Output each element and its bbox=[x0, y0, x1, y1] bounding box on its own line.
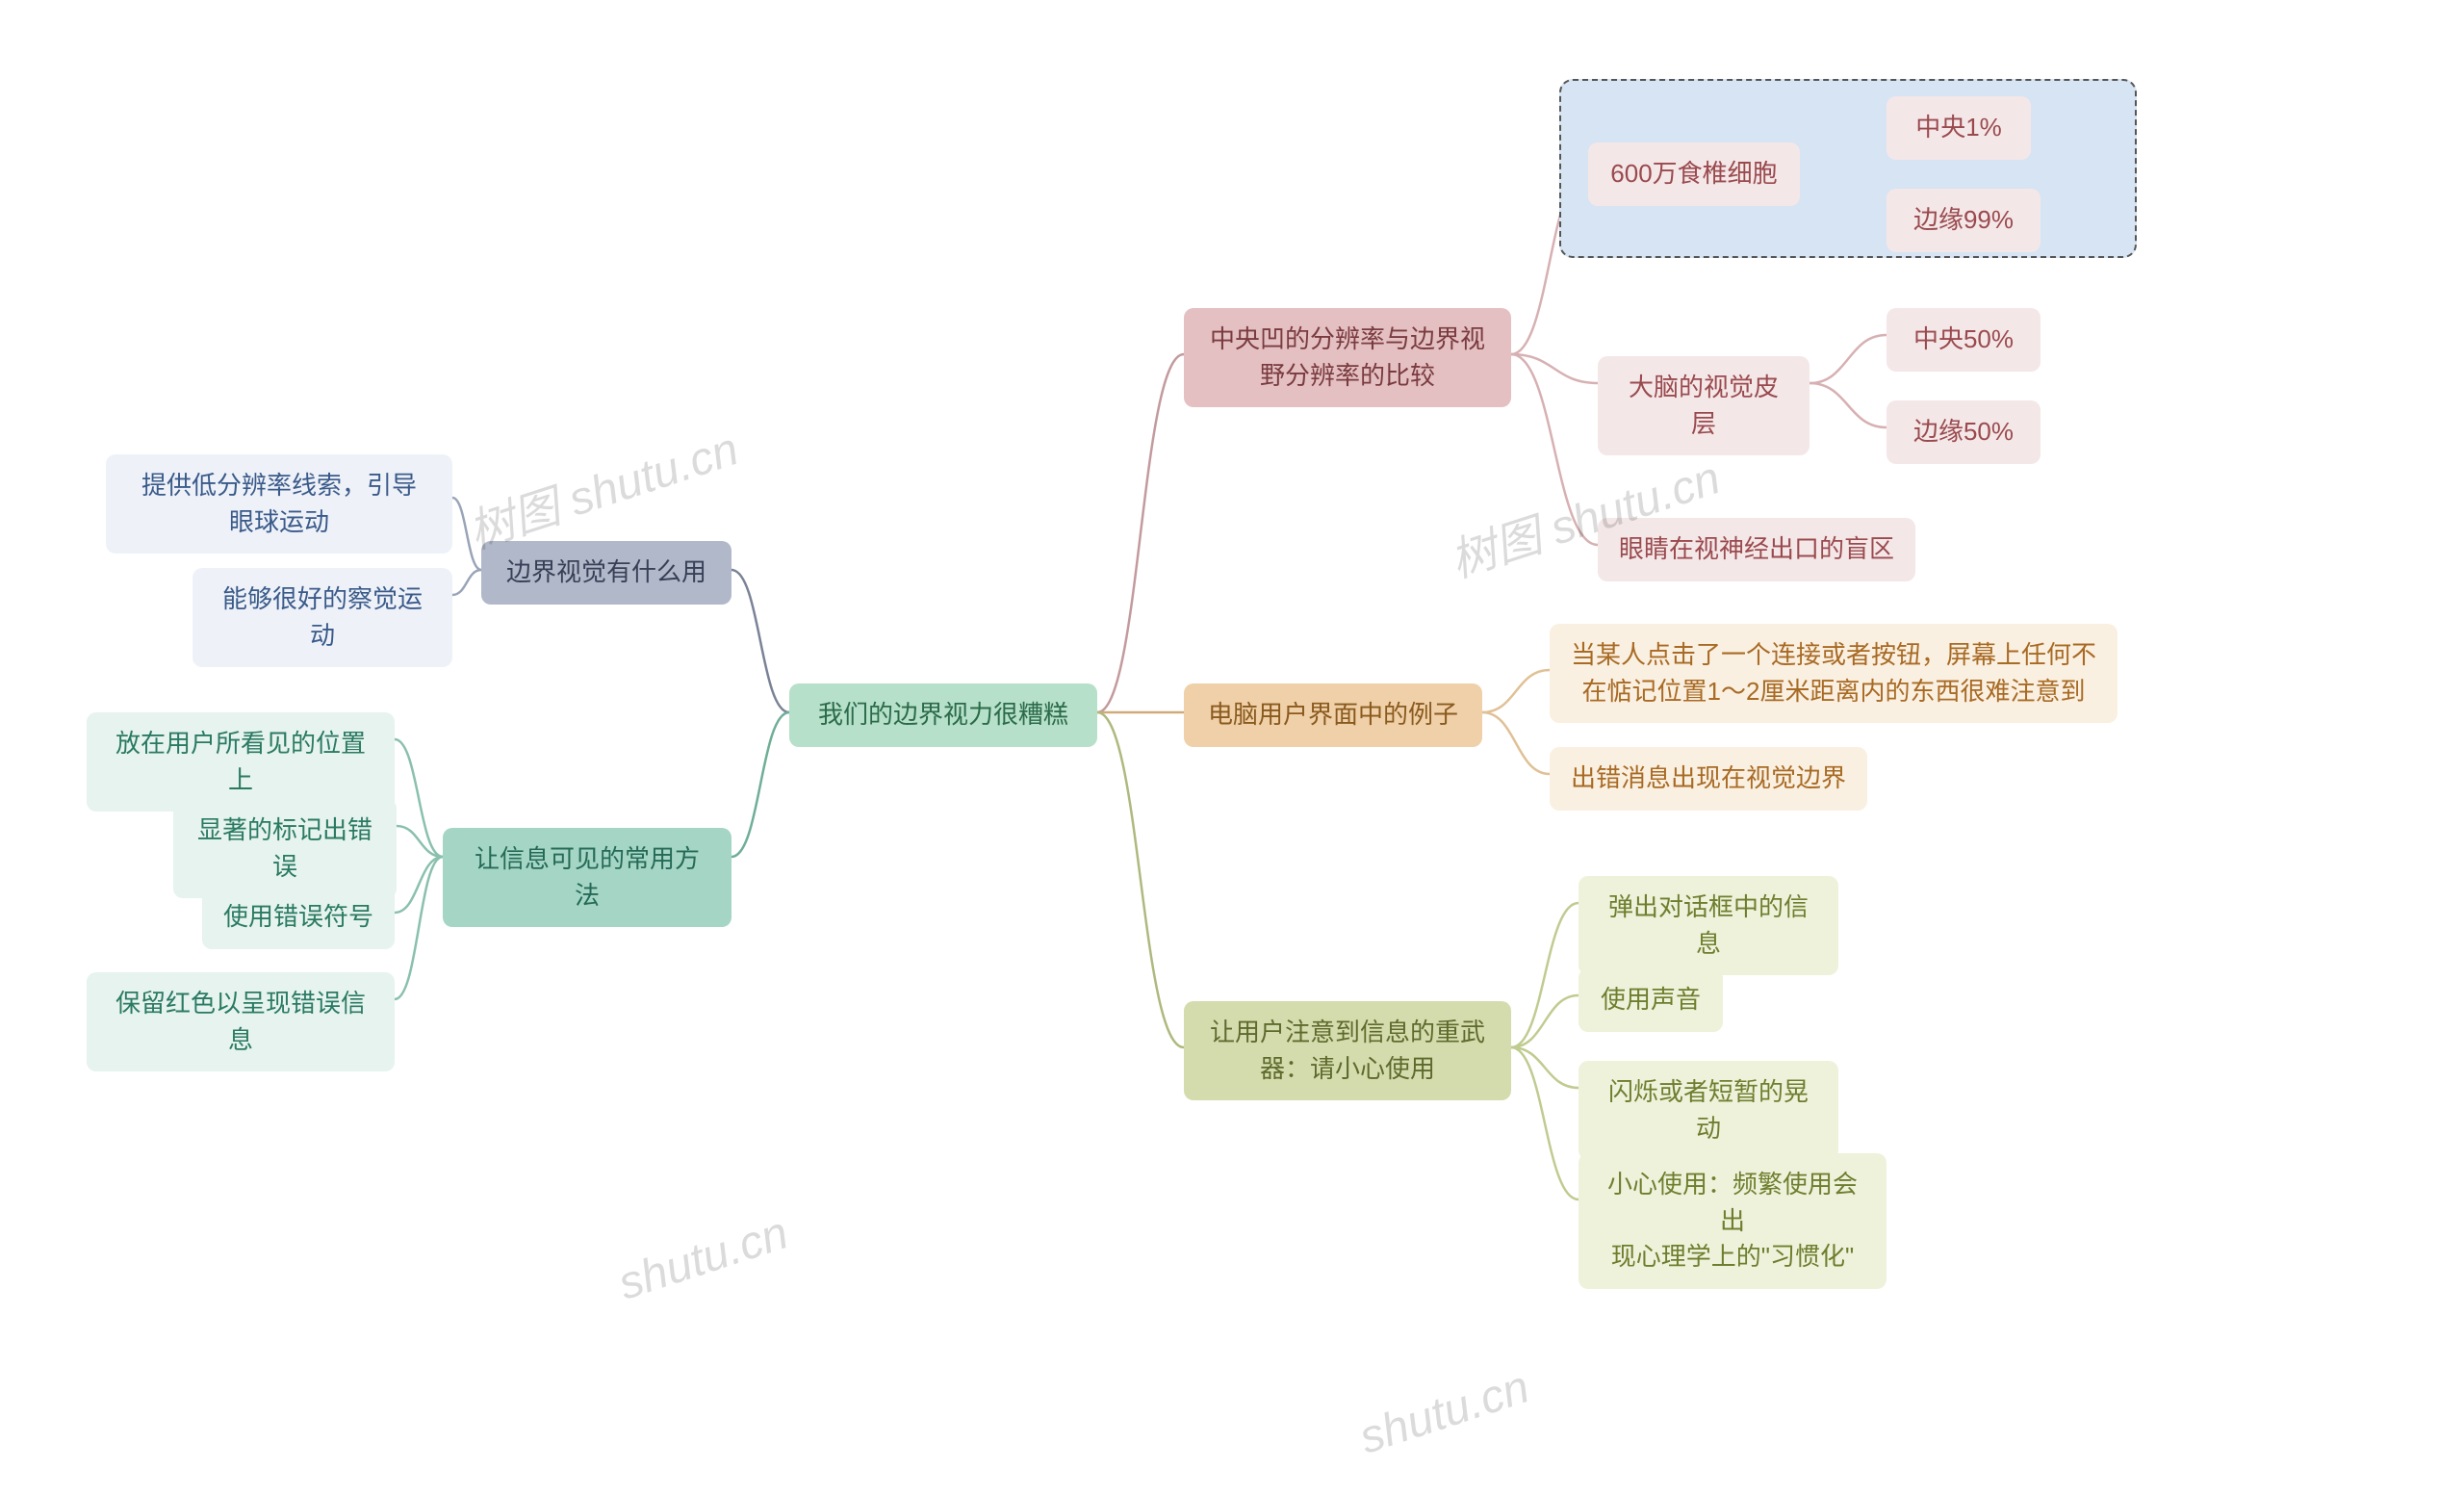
edge-root-l2 bbox=[732, 712, 789, 857]
node-r1b1[interactable]: 中央50% bbox=[1886, 308, 2040, 372]
node-r2a[interactable]: 当某人点击了一个连接或者按钮，屏幕上任何不 在惦记位置1～2厘米距离内的东西很难… bbox=[1550, 624, 2118, 723]
edge-r3-r3a bbox=[1511, 903, 1578, 1047]
edge-l2-l2b bbox=[397, 826, 443, 857]
edge-l2-l2c bbox=[395, 857, 443, 913]
edge-r2-r2a bbox=[1482, 670, 1550, 712]
node-r3a[interactable]: 弹出对话框中的信息 bbox=[1578, 876, 1838, 975]
edge-l2-l2a bbox=[395, 739, 443, 857]
edge-root-r1 bbox=[1097, 354, 1184, 712]
edge-r1-r1b bbox=[1511, 354, 1598, 383]
node-r1a2[interactable]: 边缘99% bbox=[1886, 189, 2040, 252]
edge-r3-r3d bbox=[1511, 1047, 1578, 1199]
node-r3[interactable]: 让用户注意到信息的重武 器：请小心使用 bbox=[1184, 1001, 1511, 1100]
watermark: shutu.cn bbox=[612, 1206, 795, 1310]
node-r2[interactable]: 电脑用户界面中的例子 bbox=[1184, 683, 1482, 747]
node-l2[interactable]: 让信息可见的常用方法 bbox=[443, 828, 732, 927]
edge-l1-l1b bbox=[452, 570, 481, 595]
node-l1b[interactable]: 能够很好的察觉运动 bbox=[192, 568, 452, 667]
edge-r1-r1c bbox=[1511, 354, 1598, 545]
edge-l2-l2d bbox=[395, 857, 443, 999]
node-root[interactable]: 我们的边界视力很糟糕 bbox=[789, 683, 1097, 747]
watermark: 树图 shutu.cn bbox=[458, 411, 745, 561]
node-l1a[interactable]: 提供低分辨率线索，引导 眼球运动 bbox=[106, 454, 452, 554]
node-r1c[interactable]: 眼睛在视神经出口的盲区 bbox=[1598, 518, 1915, 581]
edge-r3-r3c bbox=[1511, 1047, 1578, 1088]
edge-root-l1 bbox=[732, 570, 789, 712]
node-l2a[interactable]: 放在用户所看见的位置上 bbox=[87, 712, 395, 812]
node-r2b[interactable]: 出错消息出现在视觉边界 bbox=[1550, 747, 1867, 811]
edge-r2-r2b bbox=[1482, 712, 1550, 774]
node-r1[interactable]: 中央凹的分辨率与边界视 野分辨率的比较 bbox=[1184, 308, 1511, 407]
node-r1b2[interactable]: 边缘50% bbox=[1886, 400, 2040, 464]
edge-root-r3 bbox=[1097, 712, 1184, 1047]
node-r3b[interactable]: 使用声音 bbox=[1578, 968, 1723, 1032]
edge-r1b-r1b2 bbox=[1810, 383, 1886, 427]
node-r1a[interactable]: 600万食椎细胞 bbox=[1588, 142, 1800, 206]
node-r3c[interactable]: 闪烁或者短暂的晃动 bbox=[1578, 1061, 1838, 1160]
node-l2c[interactable]: 使用错误符号 bbox=[202, 886, 395, 949]
node-r3d[interactable]: 小心使用：频繁使用会出 现心理学上的"习惯化" bbox=[1578, 1153, 1886, 1289]
node-l1[interactable]: 边界视觉有什么用 bbox=[481, 541, 732, 605]
node-r1a1[interactable]: 中央1% bbox=[1886, 96, 2031, 160]
node-r1b[interactable]: 大脑的视觉皮层 bbox=[1598, 356, 1810, 455]
edge-r3-r3b bbox=[1511, 995, 1578, 1047]
edge-r1b-r1b1 bbox=[1810, 335, 1886, 383]
node-l2d[interactable]: 保留红色以呈现错误信息 bbox=[87, 972, 395, 1071]
watermark: shutu.cn bbox=[1353, 1360, 1536, 1464]
node-l2b[interactable]: 显著的标记出错误 bbox=[173, 799, 397, 898]
edge-l1-l1a bbox=[452, 498, 481, 570]
